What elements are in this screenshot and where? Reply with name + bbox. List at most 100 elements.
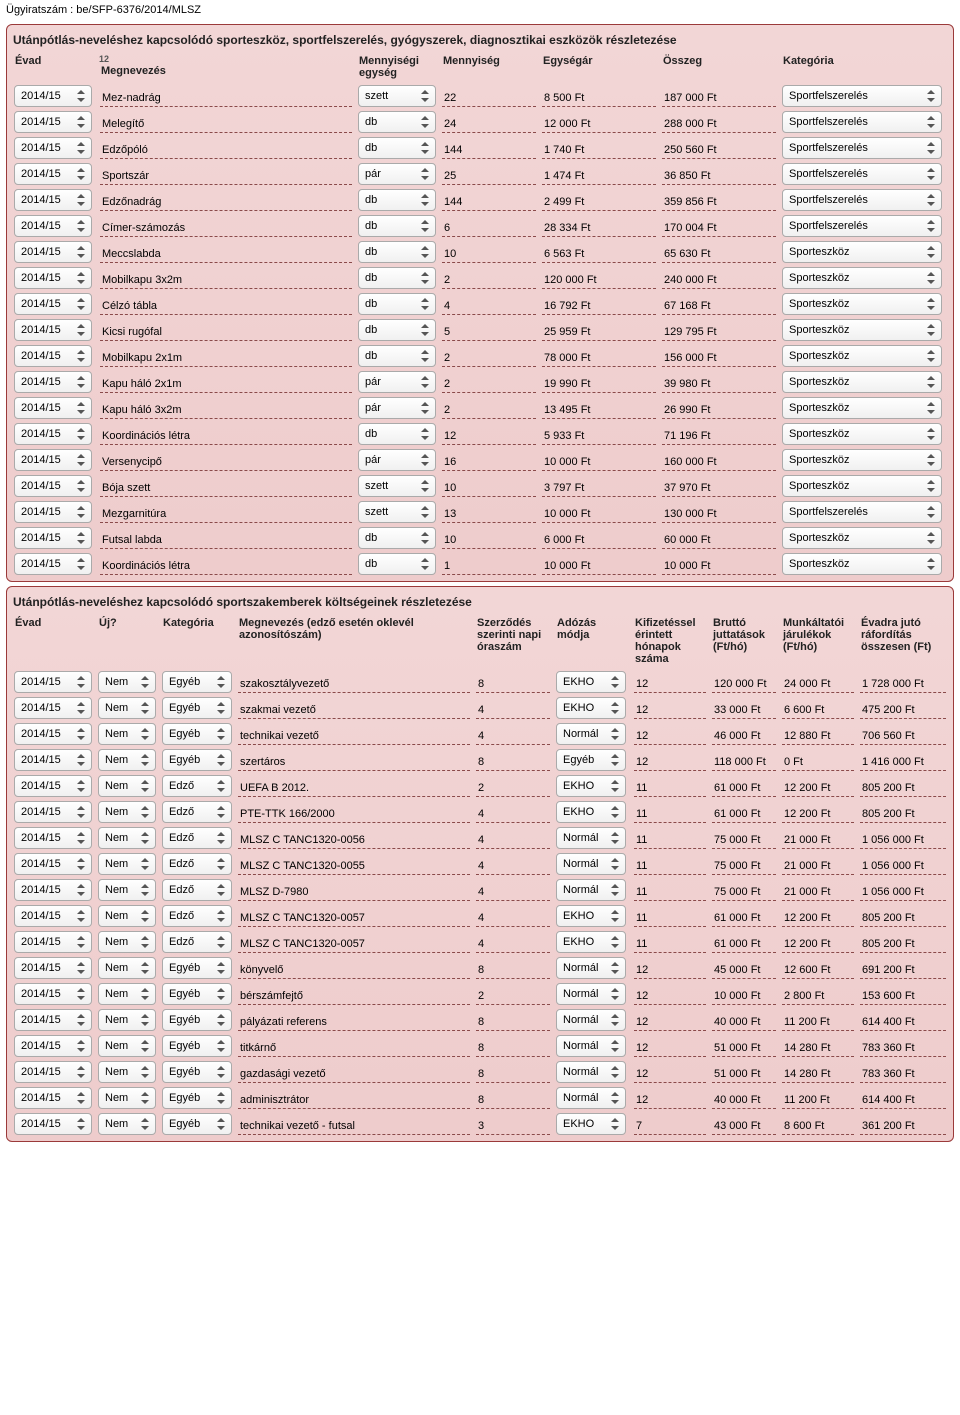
uj-select[interactable]: Nem [98,801,156,823]
brutto-input[interactable]: 75 000 Ft [712,827,776,849]
kategoria-select[interactable]: Sporteszköz [782,345,942,367]
kategoria-select[interactable]: Edző [162,931,232,953]
jarulek-input[interactable]: 11 200 Ft [782,1087,854,1109]
szerzodes-input[interactable]: 4 [476,723,550,745]
brutto-input[interactable]: 40 000 Ft [712,1009,776,1031]
megnevezes-input[interactable]: technikai vezető - futsal [238,1113,470,1135]
evadra-input[interactable]: 691 200 Ft [860,957,946,979]
honap-input[interactable]: 11 [634,801,706,823]
uj-select[interactable]: Nem [98,671,156,693]
megnevezes-input[interactable]: gazdasági vezető [238,1061,470,1083]
evad-select[interactable]: 2014/15 [14,723,92,745]
osszeg-input[interactable]: 37 970 Ft [662,475,776,497]
szerzodes-input[interactable]: 4 [476,853,550,875]
evad-select[interactable]: 2014/15 [14,527,92,549]
uj-select[interactable]: Nem [98,905,156,927]
mennyiseg-input[interactable]: 22 [442,85,536,107]
adozas-select[interactable]: Normál [556,853,626,875]
evadra-input[interactable]: 1 728 000 Ft [860,671,946,693]
brutto-input[interactable]: 61 000 Ft [712,931,776,953]
kategoria-select[interactable]: Egyéb [162,671,232,693]
mennyegyseg-select[interactable]: db [358,215,436,237]
honap-input[interactable]: 12 [634,983,706,1005]
jarulek-input[interactable]: 8 600 Ft [782,1113,854,1135]
egysegar-input[interactable]: 6 563 Ft [542,241,656,263]
szerzodes-input[interactable]: 3 [476,1113,550,1135]
brutto-input[interactable]: 40 000 Ft [712,1087,776,1109]
honap-input[interactable]: 7 [634,1113,706,1135]
evadra-input[interactable]: 805 200 Ft [860,931,946,953]
kategoria-select[interactable]: Sporteszköz [782,267,942,289]
mennyiseg-input[interactable]: 2 [442,267,536,289]
egysegar-input[interactable]: 1 474 Ft [542,163,656,185]
adozas-select[interactable]: Egyéb [556,749,626,771]
uj-select[interactable]: Nem [98,1087,156,1109]
evad-select[interactable]: 2014/15 [14,853,92,875]
evad-select[interactable]: 2014/15 [14,137,92,159]
megnevezes-input[interactable]: Versenycipő [100,449,352,471]
mennyiseg-input[interactable]: 144 [442,137,536,159]
szerzodes-input[interactable]: 4 [476,827,550,849]
kategoria-select[interactable]: Sporteszköz [782,553,942,575]
evadra-input[interactable]: 1 056 000 Ft [860,879,946,901]
honap-input[interactable]: 11 [634,853,706,875]
kategoria-select[interactable]: Egyéb [162,1113,232,1135]
kategoria-select[interactable]: Egyéb [162,1009,232,1031]
uj-select[interactable]: Nem [98,749,156,771]
mennyiseg-input[interactable]: 2 [442,345,536,367]
honap-input[interactable]: 12 [634,1061,706,1083]
evad-select[interactable]: 2014/15 [14,189,92,211]
megnevezes-input[interactable]: Célzó tábla [100,293,352,315]
evadra-input[interactable]: 805 200 Ft [860,801,946,823]
megnevezes-input[interactable]: Mobilkapu 2x1m [100,345,352,367]
kategoria-select[interactable]: Egyéb [162,1035,232,1057]
mennyegyseg-select[interactable]: db [358,137,436,159]
megnevezes-input[interactable]: könyvelő [238,957,470,979]
evad-select[interactable]: 2014/15 [14,449,92,471]
mennyiseg-input[interactable]: 10 [442,241,536,263]
evadra-input[interactable]: 1 056 000 Ft [860,853,946,875]
uj-select[interactable]: Nem [98,1113,156,1135]
megnevezes-input[interactable]: adminisztrátor [238,1087,470,1109]
kategoria-select[interactable]: Edző [162,905,232,927]
jarulek-input[interactable]: 12 200 Ft [782,905,854,927]
adozas-select[interactable]: Normál [556,723,626,745]
mennyiseg-input[interactable]: 6 [442,215,536,237]
osszeg-input[interactable]: 26 990 Ft [662,397,776,419]
kategoria-select[interactable]: Egyéb [162,697,232,719]
adozas-select[interactable]: EKHO [556,801,626,823]
szerzodes-input[interactable]: 4 [476,697,550,719]
adozas-select[interactable]: EKHO [556,697,626,719]
jarulek-input[interactable]: 12 200 Ft [782,801,854,823]
adozas-select[interactable]: EKHO [556,931,626,953]
szerzodes-input[interactable]: 8 [476,957,550,979]
megnevezes-input[interactable]: Kicsi rugófal [100,319,352,341]
osszeg-input[interactable]: 250 560 Ft [662,137,776,159]
evad-select[interactable]: 2014/15 [14,957,92,979]
kategoria-select[interactable]: Sporteszköz [782,449,942,471]
mennyiseg-input[interactable]: 12 [442,423,536,445]
mennyegyseg-select[interactable]: pár [358,163,436,185]
egysegar-input[interactable]: 1 740 Ft [542,137,656,159]
evad-select[interactable]: 2014/15 [14,475,92,497]
mennyegyseg-select[interactable]: db [358,111,436,133]
kategoria-select[interactable]: Sportfelszerelés [782,111,942,133]
jarulek-input[interactable]: 12 200 Ft [782,775,854,797]
brutto-input[interactable]: 10 000 Ft [712,983,776,1005]
evad-select[interactable]: 2014/15 [14,371,92,393]
brutto-input[interactable]: 46 000 Ft [712,723,776,745]
mennyegyseg-select[interactable]: pár [358,371,436,393]
osszeg-input[interactable]: 156 000 Ft [662,345,776,367]
jarulek-input[interactable]: 6 600 Ft [782,697,854,719]
mennyiseg-input[interactable]: 16 [442,449,536,471]
megnevezes-input[interactable]: szakosztályvezető [238,671,470,693]
evad-select[interactable]: 2014/15 [14,671,92,693]
jarulek-input[interactable]: 14 280 Ft [782,1061,854,1083]
evadra-input[interactable]: 1 416 000 Ft [860,749,946,771]
mennyiseg-input[interactable]: 13 [442,501,536,523]
osszeg-input[interactable]: 129 795 Ft [662,319,776,341]
egysegar-input[interactable]: 12 000 Ft [542,111,656,133]
mennyiseg-input[interactable]: 25 [442,163,536,185]
evad-select[interactable]: 2014/15 [14,931,92,953]
megnevezes-input[interactable]: szertáros [238,749,470,771]
